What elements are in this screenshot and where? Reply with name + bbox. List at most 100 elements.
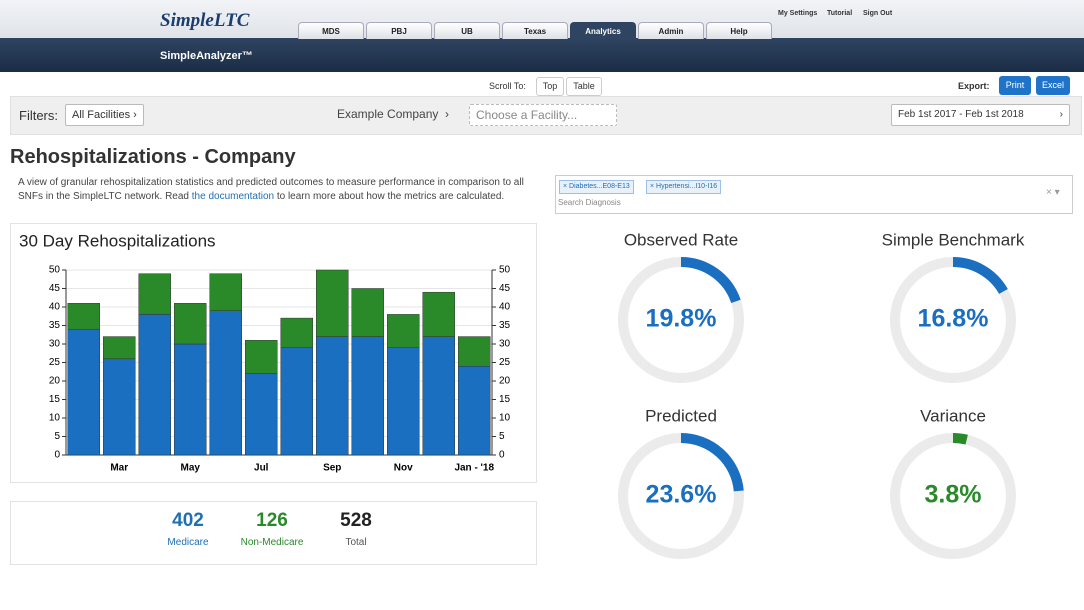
y2-tick-label: 25 [499, 357, 511, 368]
tab[interactable]: Analytics [570, 22, 636, 39]
bar [103, 358, 136, 456]
y-tick-label: 35 [49, 320, 61, 331]
gauge-arc [680, 433, 744, 492]
x-tick-label: Sep [323, 463, 341, 474]
y-tick-label: 20 [49, 376, 61, 387]
bar [174, 343, 207, 456]
tab[interactable]: Help [706, 22, 772, 39]
gauge-value: 3.8% [925, 481, 982, 509]
export-button[interactable]: Excel [1036, 76, 1070, 95]
x-tick-label: Jul [254, 463, 269, 474]
diagnosis-tag[interactable]: × Hypertensi...I10-I16 [646, 180, 722, 194]
bar [351, 288, 384, 337]
chart-panel [10, 223, 537, 483]
tab[interactable]: MDS [298, 22, 364, 39]
facility-select[interactable]: Choose a Facility... [469, 104, 617, 126]
company: Example Company › [337, 107, 450, 121]
chart-title: 30 Day Rehospitalizations [19, 231, 216, 250]
bar [458, 365, 491, 456]
y-tick-label: 30 [49, 339, 61, 350]
tab[interactable]: Admin [638, 22, 704, 39]
y2-tick-label: 5 [499, 431, 505, 442]
y2-tick-label: 35 [499, 320, 511, 331]
summary-label: Non-Medicare [240, 537, 304, 548]
bar [387, 314, 420, 348]
gauge-value: 19.8% [646, 305, 717, 333]
gauge-arc [952, 433, 968, 445]
bar [209, 273, 242, 311]
y-tick-label: 15 [49, 394, 61, 405]
tag-text: Hypertensi...I10-I16 [656, 183, 718, 190]
tab[interactable]: PBJ [366, 22, 432, 39]
x-tick-label: Jan - '18 [454, 463, 494, 474]
user-link[interactable]: Tutorial [827, 10, 853, 17]
facility-text: All Facilities [72, 109, 131, 121]
doc-link[interactable]: the documentation [191, 191, 275, 202]
description: A view of granular rehospitalization sta… [18, 176, 538, 204]
description-text: A view of granular rehospitalization sta… [18, 177, 524, 202]
filter-label: Filters: [19, 108, 58, 123]
y-tick-label: 50 [49, 265, 61, 276]
y-tick-label: 0 [54, 450, 60, 461]
y2-tick-label: 0 [499, 450, 505, 461]
gauge-value: 16.8% [918, 305, 989, 333]
y2-tick-label: 10 [499, 413, 511, 424]
bar [387, 347, 420, 456]
diagnosis-tag[interactable]: × Diabetes...E08-E13 [559, 180, 634, 194]
y-tick-label: 40 [49, 302, 61, 313]
bar [138, 273, 171, 315]
clear[interactable]: × ▾ [1046, 187, 1060, 198]
tab[interactable]: Texas [502, 22, 568, 39]
bar [67, 328, 100, 456]
x-tick-label: Nov [394, 463, 413, 474]
page-title: Rehospitalizations - Company [10, 146, 296, 168]
logo[interactable]: SimpleLTC [160, 10, 250, 31]
diagnosis-select[interactable]: × Diabetes...E08-E13 × Hypertensi...I10-… [555, 175, 1073, 214]
y-tick-label: 45 [49, 283, 61, 294]
summary-value: 402 [172, 510, 204, 531]
bar [138, 314, 171, 456]
y-tick-label: 10 [49, 413, 61, 424]
facility-filter[interactable]: All Facilities › [65, 104, 144, 126]
bar [245, 340, 278, 374]
gauge-arc [952, 257, 1008, 295]
bar [458, 336, 491, 367]
summary-panel [10, 501, 537, 565]
gauge-title: Predicted [645, 406, 717, 425]
gauge-title: Observed Rate [624, 230, 738, 249]
export-label: Export: [958, 81, 990, 91]
gauge-value: 23.6% [646, 481, 717, 509]
scroll-button[interactable]: Top [536, 77, 564, 96]
diagnosis-search[interactable]: Search Diagnosis [558, 198, 621, 207]
bar [422, 336, 455, 456]
app-name: SimpleAnalyzer™ [160, 50, 253, 62]
date-text: Feb 1st 2017 - Feb 1st 2018 [898, 109, 1024, 120]
gauge-title: Variance [920, 406, 986, 425]
bar [209, 310, 242, 456]
company-name: Example Company [337, 107, 439, 121]
bar [422, 291, 455, 337]
summary-value: 528 [340, 510, 372, 531]
gauge-title: Simple Benchmark [882, 230, 1025, 249]
description-text: to learn more about how the metrics are … [274, 191, 505, 202]
export-button[interactable]: Print [999, 76, 1031, 95]
tab[interactable]: UB [434, 22, 500, 39]
y2-tick-label: 40 [499, 302, 511, 313]
bar [316, 336, 349, 456]
bar [351, 336, 384, 456]
summary-value: 126 [256, 510, 288, 531]
user-link[interactable]: My Settings [778, 10, 818, 17]
summary-label: Medicare [167, 537, 209, 548]
y2-tick-label: 15 [499, 394, 511, 405]
nav-bar [0, 38, 1084, 72]
y-tick-label: 5 [54, 431, 60, 442]
scroll-button[interactable]: Table [566, 77, 602, 96]
date-range[interactable]: Feb 1st 2017 - Feb 1st 2018 › [891, 104, 1070, 126]
user-link[interactable]: Sign Out [863, 10, 893, 17]
x-tick-label: May [181, 463, 201, 474]
y2-tick-label: 20 [499, 376, 511, 387]
bar [280, 347, 313, 456]
y-tick-label: 25 [49, 357, 61, 368]
